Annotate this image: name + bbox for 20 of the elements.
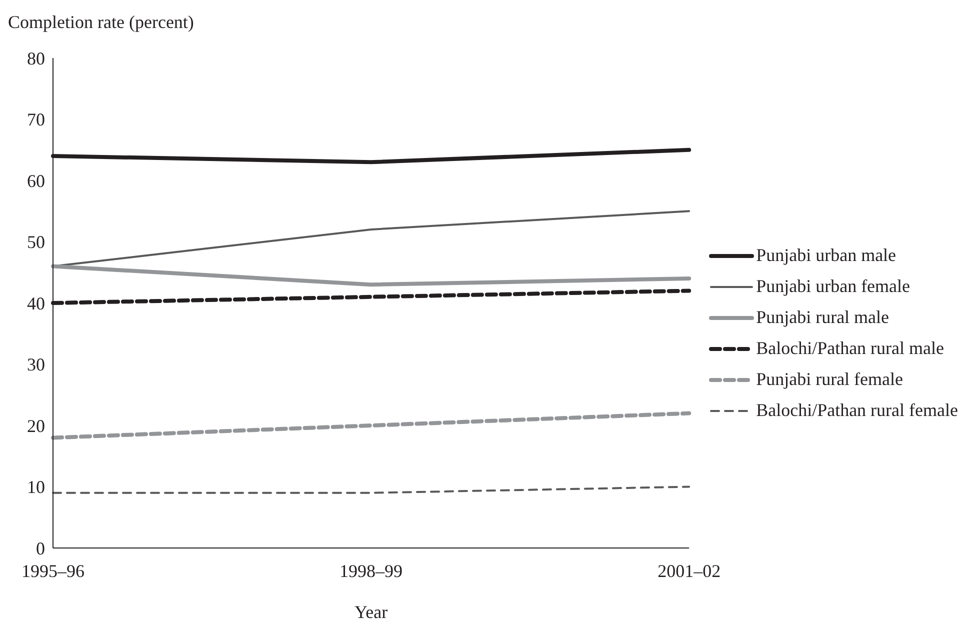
legend-label: Balochi/Pathan rural male (756, 338, 944, 359)
y-tick-label: 20 (27, 416, 45, 436)
legend-label: Punjabi urban male (756, 245, 896, 266)
legend-label: Punjabi urban female (756, 276, 910, 297)
y-tick-label: 80 (27, 48, 45, 68)
y-tick-label: 10 (27, 477, 45, 498)
y-tick-label: 40 (27, 293, 45, 314)
x-tick-label: 2001–02 (658, 560, 721, 581)
y-tick-label: 60 (27, 170, 45, 191)
y-tick-label: 0 (36, 538, 45, 558)
y-tick-label: 50 (27, 232, 45, 252)
x-axis-title: Year (354, 602, 388, 622)
x-tick-label: 1995–96 (22, 560, 84, 581)
legend-label: Punjabi rural male (756, 307, 890, 328)
y-axis-title: Completion rate (percent) (8, 12, 194, 33)
y-tick-label: 30 (27, 354, 45, 375)
legend-label: Punjabi rural female (756, 369, 904, 390)
legend-label: Balochi/Pathan rural female (756, 400, 958, 421)
y-tick-label: 70 (27, 110, 45, 130)
x-tick-label: 1998–99 (340, 560, 403, 581)
